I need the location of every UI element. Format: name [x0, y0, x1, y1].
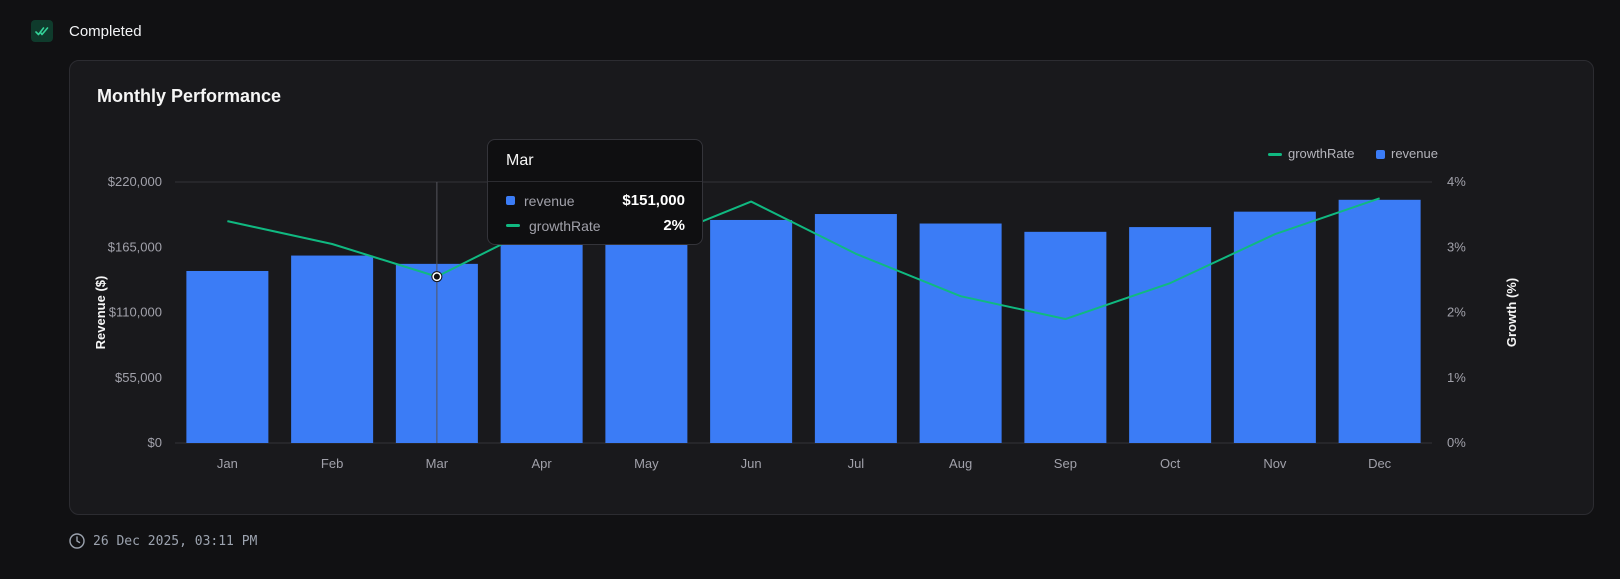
tooltip-row-revenue: revenue $151,000: [506, 192, 685, 209]
status-row: Completed: [31, 20, 142, 42]
clock-icon: [69, 533, 85, 549]
y2-tick-label: 3%: [1447, 239, 1466, 254]
y2-tick-label: 2%: [1447, 305, 1466, 320]
tooltip-row-value: 2%: [663, 217, 685, 234]
chart-canvas: $0 $55,000 $110,000 $165,000 $220,000 0% 1% 2% 3…: [93, 146, 1519, 471]
legend-growthrate-label: growthRate: [1288, 146, 1354, 161]
legend-revenue-swatch: [1376, 150, 1385, 159]
y2-tick-label: 1%: [1447, 370, 1466, 385]
chart-title: Monthly Performance: [97, 86, 282, 106]
tooltip-row-name: revenue: [524, 192, 575, 209]
revenue-swatch: [506, 196, 515, 205]
bar-revenue-apr: [500, 241, 583, 443]
bar-revenue-sep: [1024, 231, 1107, 443]
tooltip-row-value: $151,000: [622, 192, 685, 209]
y-tick-label: $55,000: [115, 370, 162, 385]
timestamp: 26 Dec 2025, 03:11 PM: [69, 533, 257, 549]
bar-revenue-feb: [291, 255, 374, 443]
y-tick-label: $0: [148, 435, 162, 450]
y-tick-label: $220,000: [108, 174, 162, 189]
y-tick-label: $110,000: [109, 305, 162, 320]
x-tick-label: Sep: [1054, 456, 1077, 471]
growth-swatch: [506, 224, 520, 227]
y2-axis-label: Growth (%): [1504, 278, 1519, 347]
chart-card: Monthly Performance $0 $55,000 $110,000 $16…: [69, 60, 1594, 515]
chart-tooltip: Mar revenue $151,000 growthRate 2%: [487, 139, 703, 245]
x-tick-label: May: [634, 456, 659, 471]
x-tick-label: Jul: [848, 456, 865, 471]
bar-revenue-jun: [710, 219, 793, 443]
bar-revenue-jan: [186, 270, 269, 443]
tooltip-divider: [488, 181, 702, 182]
growth-line: [227, 197, 1380, 321]
x-tick-label: Apr: [532, 456, 553, 471]
bar-revenue-aug: [919, 223, 1002, 443]
x-tick-label: Feb: [321, 456, 343, 471]
tooltip-title: Mar: [506, 152, 534, 169]
y2-tick-label: 0%: [1447, 435, 1466, 450]
bar-revenue-jul: [814, 214, 897, 443]
x-tick-label: Jan: [217, 456, 238, 471]
x-tick-label: Dec: [1368, 456, 1392, 471]
y-tick-label: $165,000: [108, 239, 162, 254]
tooltip-row-growth: growthRate 2%: [506, 217, 685, 234]
bar-revenue-may: [605, 234, 688, 443]
bar-revenue-nov: [1233, 211, 1316, 443]
active-dot-inner: [433, 273, 440, 280]
double-check-icon: [31, 20, 53, 42]
x-tick-label: Oct: [1160, 456, 1181, 471]
tooltip-row-name: growthRate: [529, 217, 601, 234]
timestamp-text: 26 Dec 2025, 03:11 PM: [93, 533, 258, 549]
x-tick-label: Jun: [741, 456, 762, 471]
x-tick-label: Aug: [949, 456, 972, 471]
legend-revenue-label: revenue: [1391, 146, 1438, 161]
legend-growthrate-swatch: [1268, 153, 1282, 156]
status-label: Completed: [69, 22, 142, 40]
x-tick-label: Nov: [1263, 456, 1287, 471]
bar-revenue-dec: [1338, 199, 1421, 443]
y-axis-label: Revenue ($): [93, 276, 108, 350]
y2-tick-label: 4%: [1447, 174, 1466, 189]
bar-revenue-oct: [1129, 227, 1212, 443]
x-tick-label: Mar: [426, 456, 449, 471]
